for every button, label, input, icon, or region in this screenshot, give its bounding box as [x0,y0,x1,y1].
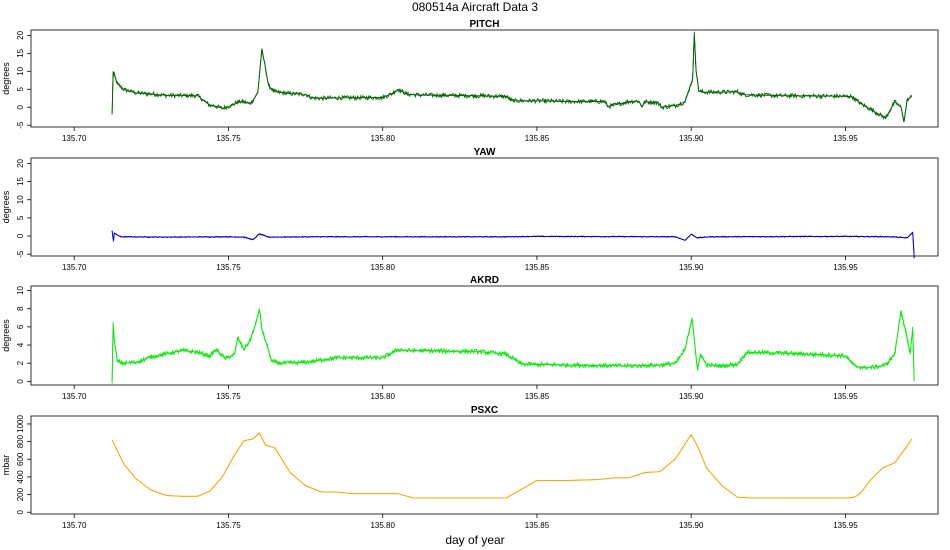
y-tick-label: 0 [16,379,25,384]
panel-title: YAW [474,147,496,158]
x-tick-label: 135.85 [525,134,550,143]
y-tick-label: 400 [16,470,25,484]
x-tick-label: 135.85 [525,521,550,530]
panel-title: PITCH [470,19,500,30]
y-tick-label: 10 [16,195,25,204]
plot-frame [30,29,939,128]
series-trend-psxc [111,432,913,499]
x-tick-label: 135.80 [370,263,395,272]
y-tick-label: 5 [16,215,25,220]
x-tick-label: 135.70 [62,263,87,272]
panel-title: PSXC [471,405,498,416]
series-line-yaw [111,230,915,259]
y-tick-label: 15 [16,177,25,186]
y-tick-label: 20 [16,158,25,167]
y-tick-label: 6 [16,324,25,329]
series-trend-akrd [111,308,915,382]
x-tick-label: 135.90 [679,263,704,272]
x-tick-label: 135.85 [525,392,550,401]
x-tick-label: 135.90 [679,392,704,401]
y-tick-label: -5 [16,250,25,258]
x-tick-label: 135.70 [62,134,87,143]
panel-title: AKRD [470,275,499,286]
x-axis-label: day of year [445,533,504,547]
y-axis-label: degrees [1,190,11,223]
panel-psxc: PSXC mbar 0 200 400 600 800 1000 135.70 135.75 135… [1,405,939,530]
x-tick-label: 135.75 [216,263,241,272]
x-tick-label: 135.80 [370,392,395,401]
x-tick-label: 135.70 [62,521,87,530]
y-tick-label: 800 [16,434,25,448]
series-line-psxc [111,433,913,499]
panel-yaw: YAW degrees -5 0 5 10 15 20 135.70 135.75 135.80 13… [1,147,939,272]
x-tick-label: 135.75 [216,521,241,530]
y-axis-label: degrees [1,62,11,95]
y-tick-label: 600 [16,452,25,466]
x-tick-label: 135.95 [833,263,858,272]
x-tick-label: 135.90 [679,521,704,530]
x-tick-label: 135.95 [833,521,858,530]
y-tick-label: 10 [16,286,25,295]
y-tick-label: 8 [16,306,25,311]
x-tick-label: 135.75 [216,134,241,143]
y-tick-label: 0 [16,233,25,238]
panel-akrd: AKRD degrees 0 2 4 6 8 10 135.70 135.75 135.80 135.… [1,275,939,401]
y-tick-label: 200 [16,487,25,501]
x-tick-label: 135.85 [525,263,550,272]
y-tick-label: 0 [16,509,25,514]
series-line-akrd [111,309,915,384]
series-trend-pitch [111,31,913,122]
y-tick-label: 5 [16,87,25,92]
y-tick-label: 2 [16,360,25,365]
y-tick-label: -5 [16,121,25,129]
x-tick-label: 135.80 [370,134,395,143]
y-tick-label: 10 [16,66,25,75]
figure-title: 080514a Aircraft Data 3 [412,0,538,14]
plot-frame [30,157,939,257]
y-tick-label: 1000 [16,414,25,432]
series-trend-yaw [111,230,915,258]
x-tick-label: 135.70 [62,392,87,401]
x-tick-label: 135.95 [833,392,858,401]
y-tick-label: 4 [16,342,25,347]
series-line-pitch [111,35,913,122]
x-tick-label: 135.95 [833,134,858,143]
plot-frame [30,415,939,515]
y-axis-label: mbar [1,455,11,476]
x-tick-label: 135.90 [679,134,704,143]
y-tick-label: 20 [16,30,25,39]
plot-frame [30,285,939,386]
x-tick-label: 135.80 [370,521,395,530]
y-tick-label: 0 [16,104,25,109]
y-tick-label: 15 [16,48,25,57]
panel-pitch: PITCH degrees -5 0 5 10 15 20 135.70 135.75 135.80… [1,19,939,143]
y-axis-label: degrees [1,319,11,352]
x-tick-label: 135.75 [216,392,241,401]
